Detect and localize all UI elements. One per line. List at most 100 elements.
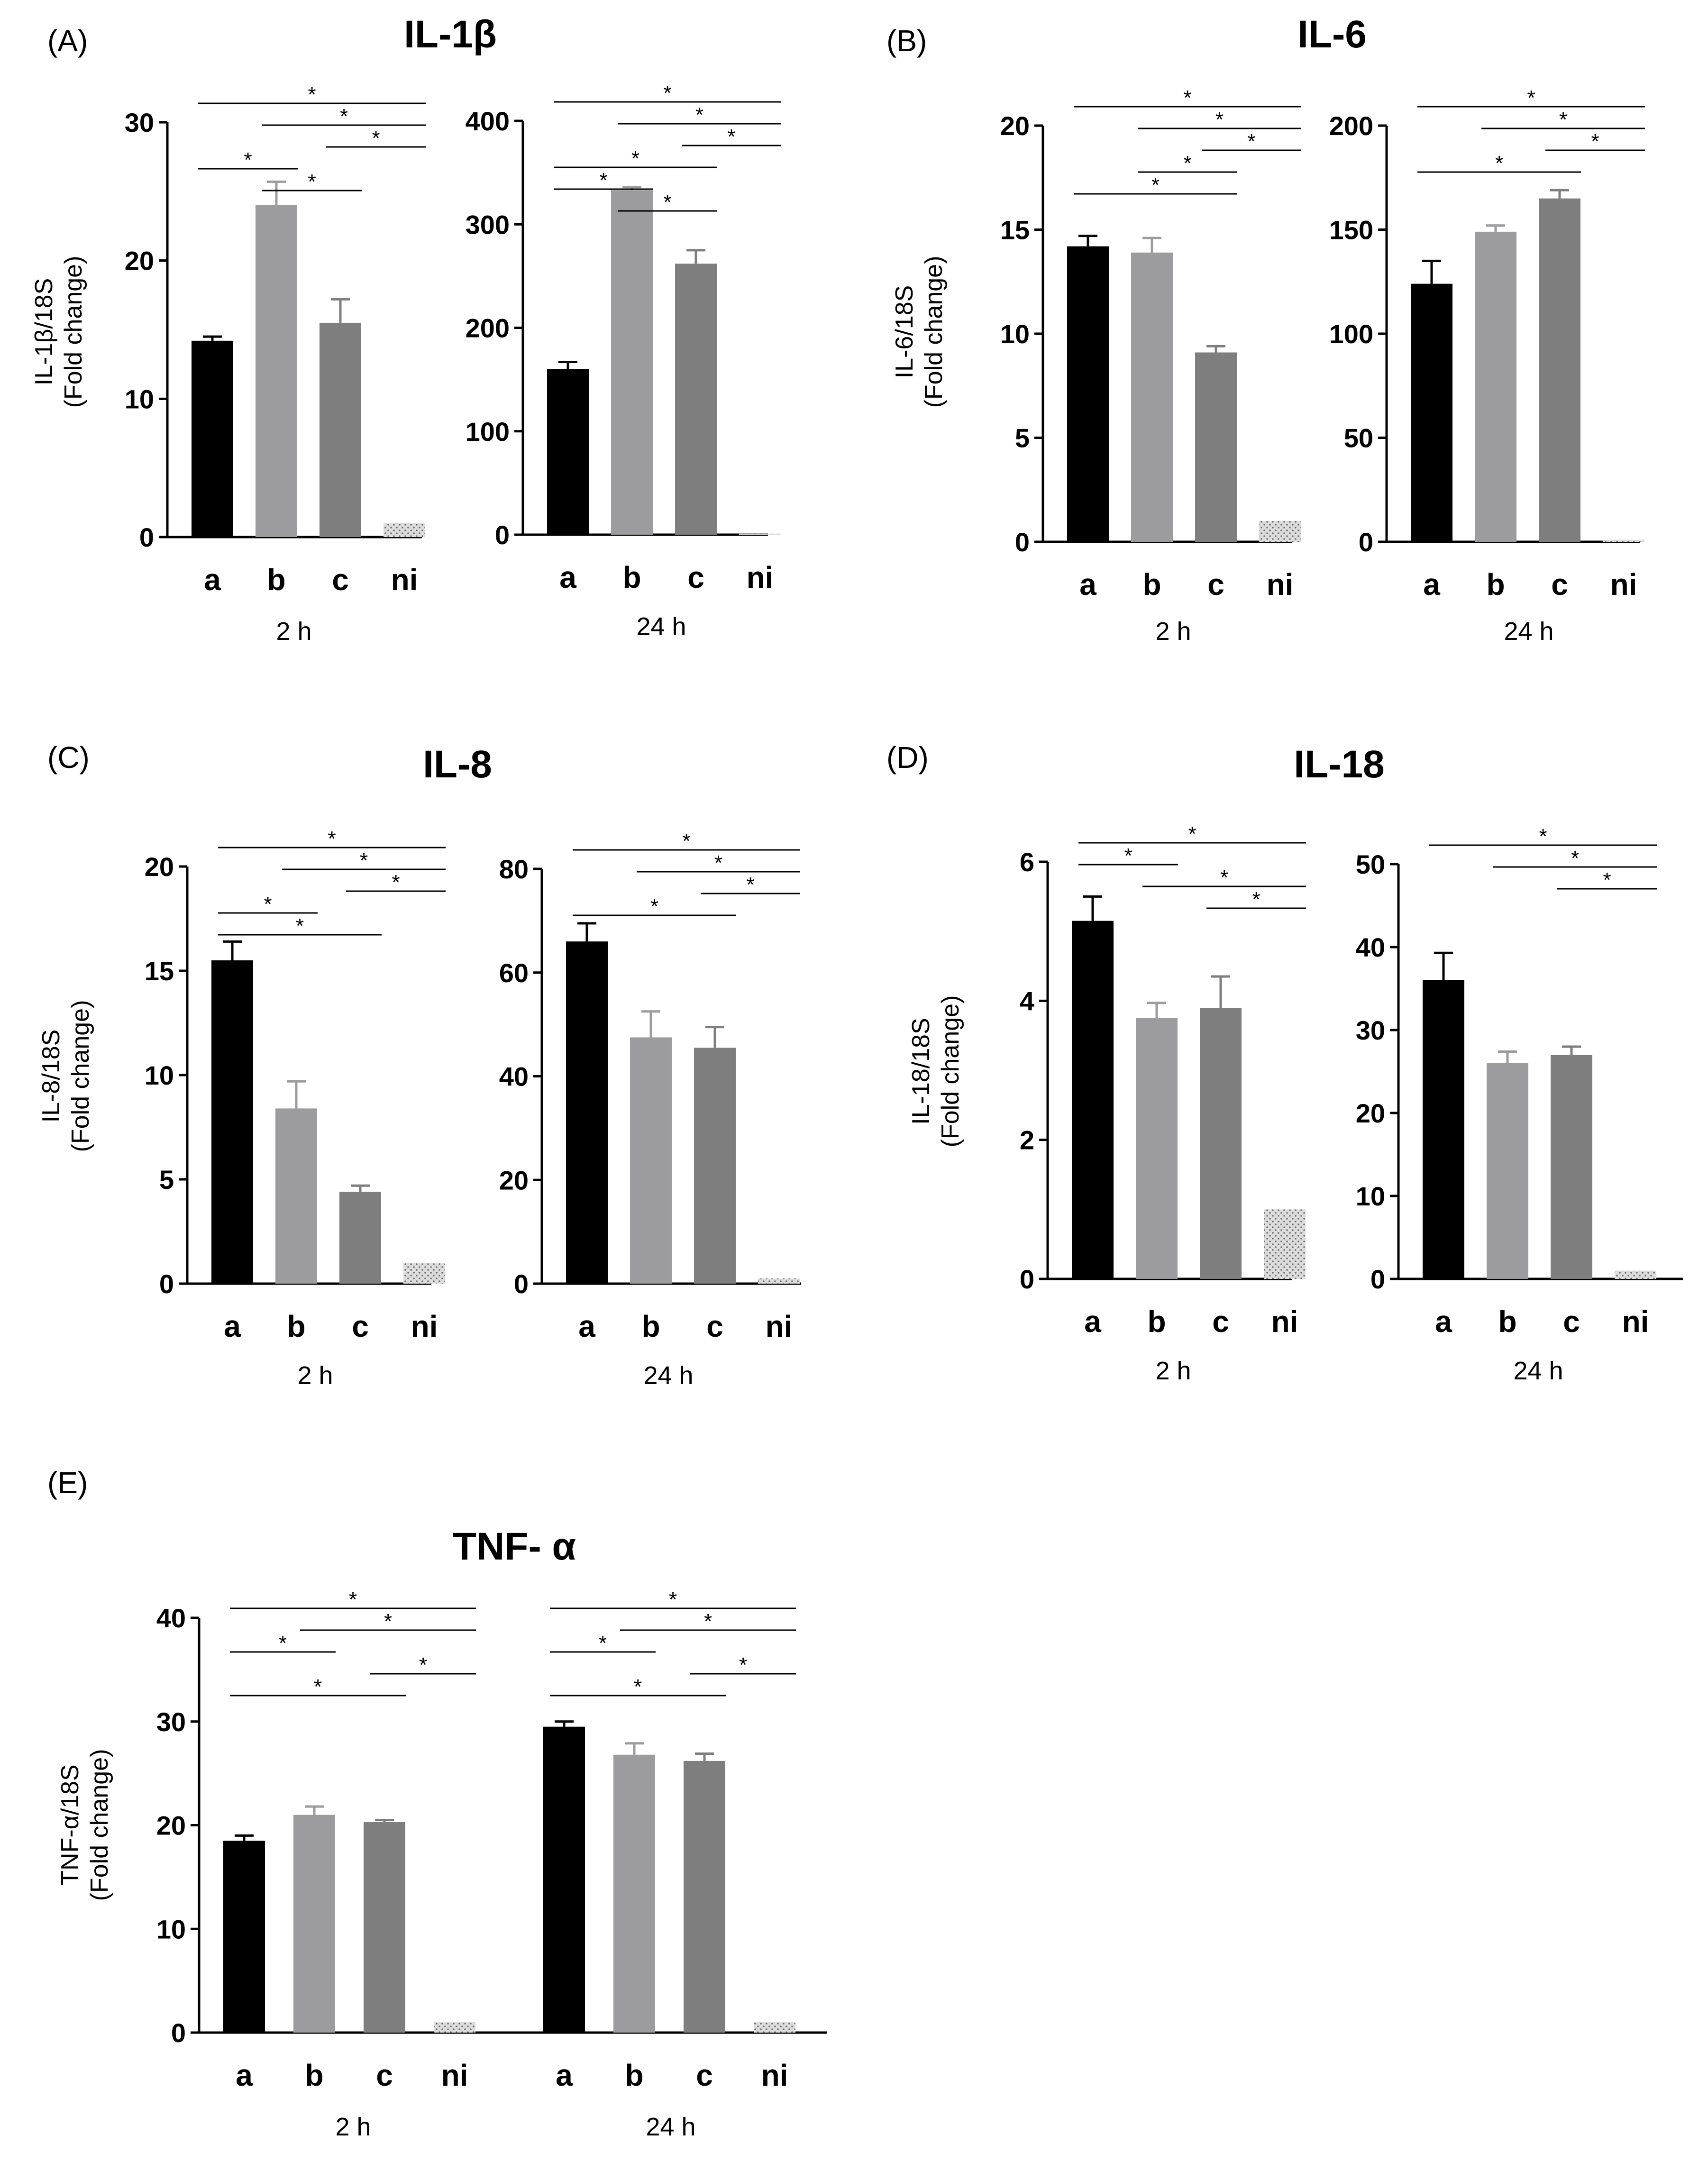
y-label-line2-d: (Fold change) (937, 995, 964, 1148)
chart-c-24h-x-label-c: c (706, 1309, 723, 1343)
panel-letter-a: (A) (47, 24, 88, 58)
chart-e-2h-x-label-ni: ni (441, 2058, 468, 2092)
chart-a-24h: 24 h 0 100 200 300 400 a b c ni * * * * * * (466, 82, 781, 641)
chart-a-24h-bar-ni (739, 533, 781, 535)
chart-b-24h-bar-ni (1603, 539, 1644, 542)
chart-a-24h-x-label-a: a (559, 560, 576, 594)
chart-e-y-tick-label-3: 30 (156, 1707, 186, 1737)
y-label-line1-d: IL-18/18S (907, 1018, 935, 1125)
sub-label-e-24h: 24 h (646, 2113, 695, 2141)
chart-d-24h-y-tick-label-5: 50 (1356, 849, 1385, 879)
chart-c-24h-bar-ni (758, 1278, 800, 1284)
chart-e-2h-bar-c (364, 1822, 405, 2033)
chart-b-24h-sig-star-3: * (1495, 152, 1503, 175)
chart-c-2h-sig-star-0: * (328, 827, 336, 850)
chart-a-24h-bar-b (611, 190, 653, 535)
chart-b-2h-x-label-b: b (1142, 567, 1161, 602)
chart-c-24h-y-tick-label-3: 60 (499, 958, 529, 988)
chart-d-24h-y-tick-label-3: 30 (1356, 1015, 1385, 1045)
chart-b-24h-sig-star-1: * (1559, 108, 1567, 131)
chart-b-2h-x-label-a: a (1079, 567, 1096, 602)
chart-e-2h-x-label-b: b (305, 2058, 323, 2092)
chart-a-24h-sig-star-1: * (695, 103, 703, 127)
chart-a-24h-sig-star-4: * (599, 169, 607, 192)
chart-e-24h-sig-star-4: * (634, 1675, 642, 1698)
sub-label-a-2h: 2 h (276, 617, 311, 646)
chart-c-24h-bar-a (566, 941, 608, 1284)
chart-a-24h-x-label-b: b (622, 560, 641, 594)
chart-d-2h-y-tick-label-3: 6 (1020, 847, 1034, 877)
chart-b-2h-bar-a (1067, 246, 1109, 542)
y-axis-label-e: TNF-α/18S (Fold change) (56, 1749, 113, 1901)
chart-c-2h-sig-star-2: * (392, 871, 400, 894)
panel-letter-d: (D) (886, 740, 929, 775)
chart-a-2h-x-label-c: c (332, 563, 349, 597)
chart-d-2h-sig-star-1: * (1124, 844, 1132, 867)
chart-a-2h-y-tick-label-1: 10 (125, 384, 154, 414)
chart-d-24h-bar-b (1487, 1063, 1528, 1279)
panel-title-b: IL-6 (1297, 13, 1367, 56)
chart-d-2h-x-label-b: b (1147, 1304, 1166, 1339)
chart-b-24h-y-tick-label-1: 50 (1344, 423, 1373, 453)
chart-b-24h-bar-b (1475, 231, 1516, 542)
chart-a-24h-y-tick-label-4: 400 (466, 106, 510, 136)
sub-label-b-24h: 24 h (1504, 617, 1553, 646)
chart-b-2h-y-tick-label-4: 20 (1000, 111, 1030, 141)
chart-d-24h-y-tick-label-4: 40 (1356, 932, 1385, 962)
chart-d-2h-bar-c (1200, 1008, 1242, 1279)
chart-b-2h-bar-ni (1259, 521, 1301, 542)
chart-d-24h-y-tick-label-1: 10 (1356, 1181, 1385, 1211)
sub-label-e-2h: 2 h (335, 2113, 371, 2141)
chart-e-2h-sig-star-3: * (419, 1653, 427, 1677)
chart-d-24h-x-label-ni: ni (1622, 1304, 1649, 1339)
chart-a-2h-x-label-a: a (204, 563, 221, 597)
chart-b-2h: 2 h 0 5 10 15 20 a b c ni * * * * * (1000, 86, 1301, 646)
chart-d-24h: 24 h 0 10 20 30 40 50 a b c ni * * * (1356, 825, 1683, 1385)
chart-e-24h-x-label-c: c (696, 2058, 713, 2092)
chart-a-2h-sig-star-4: * (308, 170, 316, 193)
y-axis-label-d: IL-18/18S (Fold change) (907, 995, 964, 1148)
chart-c-2h-y-tick-label-1: 5 (159, 1165, 174, 1195)
chart-c-24h-x-label-a: a (578, 1309, 595, 1343)
chart-c-24h-bar-b (630, 1037, 672, 1284)
chart-b-2h-y-tick-label-3: 15 (1000, 215, 1030, 245)
chart-b-2h-bar-c (1195, 352, 1237, 542)
y-label-line1-b: IL-6/18S (891, 285, 918, 379)
chart-c-24h-sig-star-3: * (650, 895, 658, 918)
chart-b-2h-sig-star-1: * (1215, 108, 1224, 131)
chart-b-24h-x-label-a: a (1423, 567, 1440, 602)
chart-e-24h-bar-ni (754, 2022, 795, 2033)
chart-b-24h-bar-a (1411, 283, 1452, 542)
chart-d-2h-bar-ni (1264, 1209, 1306, 1279)
panel-title-a: IL-1β (404, 13, 497, 56)
chart-c-24h-x-label-b: b (641, 1309, 660, 1343)
chart-b-24h-y-tick-label-3: 150 (1329, 215, 1373, 245)
chart-e-24h-bar-b (613, 1754, 655, 2033)
chart-c-2h-bar-ni (403, 1263, 445, 1284)
chart-e-24h-sig-star-3: * (739, 1653, 747, 1677)
chart-e: 2 h 24 h 0 10 20 30 40 a b c ni * * * * * a b c ni * * * * * (156, 1588, 827, 2141)
chart-a-24h-y-tick-label-0: 0 (495, 520, 510, 550)
panel-title-e: TNF- α (453, 1525, 576, 1568)
chart-d-24h-y-tick-label-2: 20 (1356, 1098, 1385, 1128)
chart-a-2h-sig-star-3: * (244, 148, 252, 172)
chart-a-2h-bar-ni (384, 523, 425, 537)
chart-a-24h-bar-c (675, 264, 717, 535)
chart-c-2h-bar-a (211, 960, 253, 1284)
chart-d-2h-sig-star-2: * (1220, 866, 1228, 889)
chart-e-y-tick-label-2: 20 (156, 1811, 186, 1841)
panel-letter-b: (B) (886, 24, 927, 58)
chart-c-24h-sig-star-1: * (714, 851, 722, 875)
chart-c-24h-bar-c (694, 1048, 736, 1284)
chart-d-2h-x-label-c: c (1212, 1304, 1229, 1339)
chart-c-2h-bar-c (339, 1192, 381, 1284)
panel-d: (D) IL-18 IL-18/18S (Fold change) 2 h 02… (886, 740, 1683, 1385)
chart-c-24h-y-tick-label-0: 0 (514, 1269, 529, 1299)
chart-d-2h-y-tick-label-2: 4 (1020, 986, 1034, 1016)
chart-c-2h-x-label-b: b (287, 1309, 305, 1343)
chart-a-24h-x-label-c: c (687, 560, 704, 594)
chart-a-24h-sig-star-0: * (663, 82, 671, 105)
chart-d-24h-bar-a (1423, 980, 1464, 1279)
chart-a-2h: 2 h 0 10 20 30 a b c ni * * * * * (125, 83, 426, 646)
